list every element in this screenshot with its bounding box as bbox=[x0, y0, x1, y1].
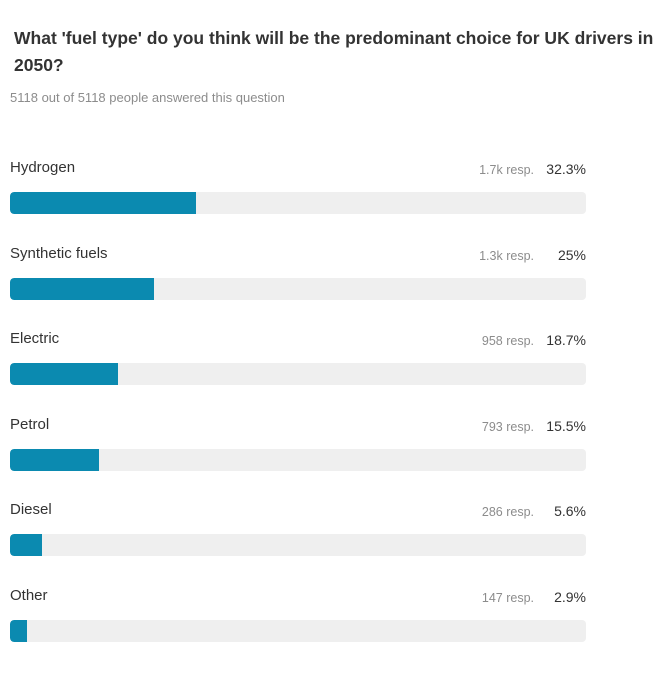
percentage-label: 2.9% bbox=[554, 588, 586, 605]
bar-track bbox=[10, 448, 586, 471]
result-row: Hydrogen 1.7k resp. 32.3% bbox=[10, 158, 586, 244]
bar-fill bbox=[10, 534, 43, 556]
result-row: Diesel 286 resp. 5.6% bbox=[10, 500, 586, 586]
percentage-label: 25% bbox=[557, 246, 586, 263]
bar-track bbox=[10, 619, 586, 642]
option-label: Petrol bbox=[10, 415, 50, 433]
response-count: 286 resp. bbox=[481, 505, 534, 519]
percentage-label: 18.7% bbox=[546, 332, 586, 348]
bar-fill bbox=[10, 448, 100, 471]
bar-track bbox=[10, 363, 586, 385]
result-row: Electric 958 resp. 18.7% bbox=[10, 329, 586, 415]
response-count: 1.7k resp. bbox=[479, 163, 534, 177]
bar-track bbox=[10, 277, 586, 300]
question-title: What 'fuel type' do you think will be th… bbox=[14, 28, 654, 75]
option-label: Synthetic fuels bbox=[10, 244, 108, 262]
option-label: Hydrogen bbox=[10, 159, 76, 176]
percentage-label: 5.6% bbox=[554, 503, 586, 519]
bar-fill bbox=[10, 619, 27, 642]
percentage-label: 32.3% bbox=[546, 161, 586, 177]
bar-track bbox=[10, 534, 586, 556]
results-list: Hydrogen 1.7k resp. 32.3% Synthetic fuels 1.… bbox=[10, 158, 586, 671]
answered-count: 5118 out of 5118 people answered this qu… bbox=[10, 90, 285, 105]
option-label: Diesel bbox=[10, 501, 52, 518]
response-count: 793 resp. bbox=[481, 419, 534, 434]
bar-fill bbox=[10, 277, 154, 300]
percentage-label: 15.5% bbox=[546, 417, 586, 434]
bar-fill bbox=[10, 363, 118, 385]
option-label: Electric bbox=[10, 330, 60, 347]
option-label: Other bbox=[10, 586, 48, 604]
result-row: Other 147 resp. 2.9% bbox=[10, 586, 586, 672]
response-count: 958 resp. bbox=[481, 334, 534, 348]
response-count: 147 resp. bbox=[481, 590, 534, 605]
bar-track bbox=[10, 192, 586, 214]
response-count: 1.3k resp. bbox=[479, 248, 534, 263]
result-row: Synthetic fuels 1.3k resp. 25% bbox=[10, 244, 586, 330]
result-row: Petrol 793 resp. 15.5% bbox=[10, 415, 586, 501]
bar-fill bbox=[10, 192, 197, 214]
